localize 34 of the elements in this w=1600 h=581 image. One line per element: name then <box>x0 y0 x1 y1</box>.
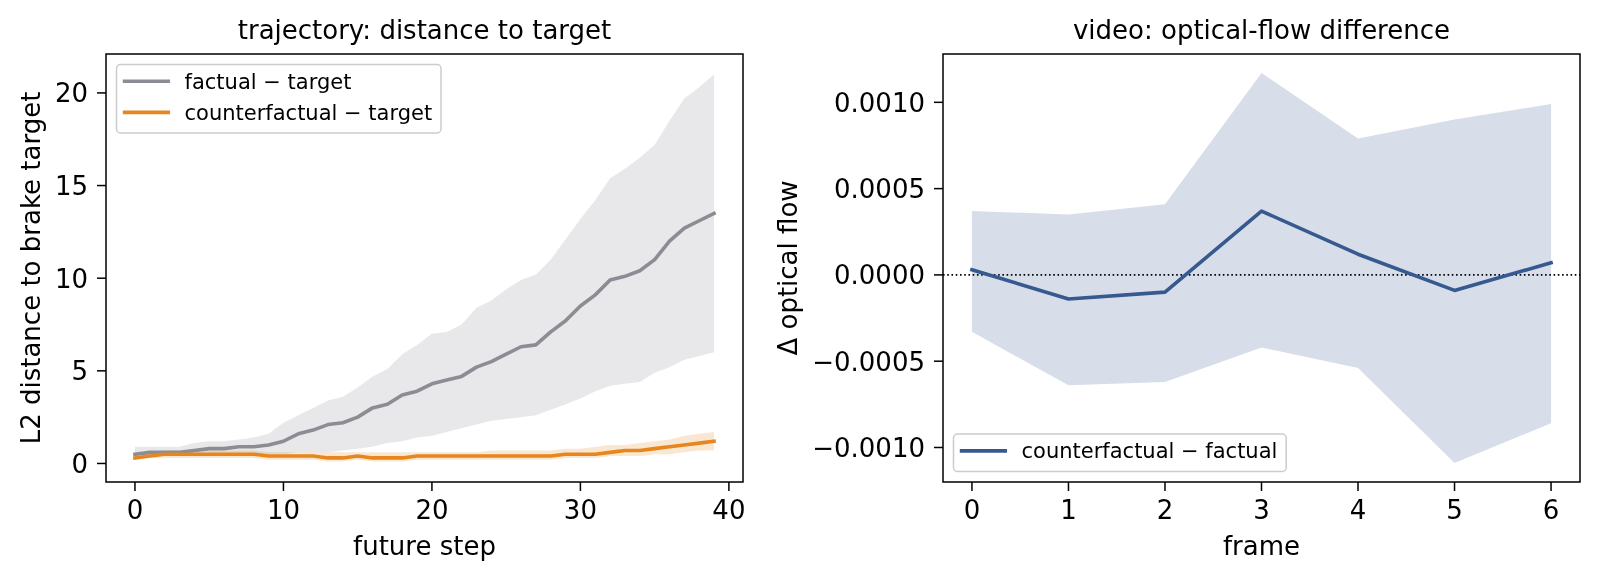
x-tick-label: 1 <box>1060 495 1077 526</box>
y-axis-title: L2 distance to brake target <box>16 91 47 445</box>
line-series <box>970 209 1553 301</box>
y-tick-label: 20 <box>54 78 88 109</box>
x-tick-label: 0 <box>126 495 144 526</box>
chart-title: trajectory: distance to target <box>237 15 612 45</box>
y-tick-label: 10 <box>54 263 88 294</box>
line-series <box>133 211 716 457</box>
y-tick-label: 0.0000 <box>834 260 925 291</box>
x-tick-label: 30 <box>563 495 597 526</box>
x-tick-label: 5 <box>1446 495 1463 526</box>
y-tick-label: 15 <box>54 170 88 201</box>
x-tick-label: 20 <box>415 495 449 526</box>
y-tick-label: −0.0010 <box>812 432 925 463</box>
y-tick-label: 0.0005 <box>834 173 925 204</box>
x-tick-label: 3 <box>1253 495 1270 526</box>
x-axis-title: frame <box>1222 531 1301 561</box>
x-tick-label: 6 <box>1542 495 1560 526</box>
x-tick-label: 40 <box>712 495 746 526</box>
y-axis-title: Δ optical flow <box>773 180 804 356</box>
legend-label: counterfactual − factual <box>1021 439 1278 464</box>
legend-label: counterfactual − target <box>184 100 433 125</box>
y-tick-label: −0.0005 <box>812 346 925 377</box>
y-tick-label: 0 <box>71 448 88 479</box>
x-tick-label: 2 <box>1156 495 1174 526</box>
y-tick-label: 5 <box>71 356 88 387</box>
y-tick-label: 0.0010 <box>834 87 925 118</box>
line-series <box>133 439 716 460</box>
x-tick-label: 4 <box>1349 495 1367 526</box>
x-tick-label: 10 <box>266 495 300 526</box>
x-tick-label: 0 <box>963 495 981 526</box>
legend-label: factual − target <box>184 69 352 94</box>
x-axis-title: future step <box>353 531 496 561</box>
chart-title: video: optical-flow difference <box>1072 15 1451 45</box>
